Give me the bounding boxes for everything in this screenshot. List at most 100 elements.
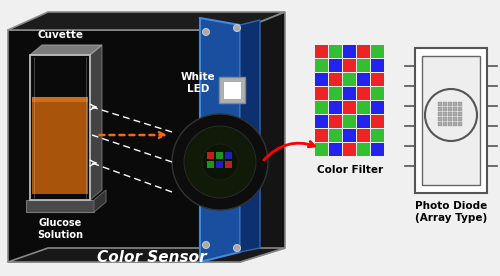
Bar xyxy=(453,122,457,126)
Bar xyxy=(26,200,94,212)
Text: Photo Diode
(Array Type): Photo Diode (Array Type) xyxy=(415,201,487,223)
Bar xyxy=(371,115,384,128)
Bar xyxy=(443,102,447,106)
Text: White
LED: White LED xyxy=(180,72,216,94)
Bar xyxy=(343,143,356,156)
Bar xyxy=(443,122,447,126)
Bar xyxy=(438,107,442,111)
Bar xyxy=(343,87,356,100)
Circle shape xyxy=(234,245,240,251)
Bar xyxy=(329,59,342,72)
Bar xyxy=(329,87,342,100)
Circle shape xyxy=(234,25,240,31)
Bar xyxy=(371,87,384,100)
Bar xyxy=(357,129,370,142)
Bar xyxy=(448,122,452,126)
Bar xyxy=(357,143,370,156)
Bar xyxy=(315,129,328,142)
Bar xyxy=(219,77,245,103)
Bar xyxy=(438,122,442,126)
Bar xyxy=(458,122,462,126)
Bar xyxy=(30,55,90,200)
Bar xyxy=(438,117,442,121)
Bar xyxy=(422,56,480,185)
Bar xyxy=(371,45,384,58)
Bar xyxy=(315,101,328,114)
Polygon shape xyxy=(8,12,285,30)
Bar xyxy=(443,112,447,116)
Bar xyxy=(216,161,222,168)
Circle shape xyxy=(184,126,256,198)
Bar xyxy=(206,152,214,158)
Bar xyxy=(329,129,342,142)
Bar xyxy=(357,59,370,72)
Bar xyxy=(357,115,370,128)
Bar xyxy=(315,143,328,156)
Bar xyxy=(315,45,328,58)
Bar xyxy=(453,112,457,116)
Bar xyxy=(458,107,462,111)
Bar xyxy=(357,73,370,86)
Polygon shape xyxy=(240,12,285,262)
Polygon shape xyxy=(8,30,240,262)
Bar xyxy=(438,112,442,116)
Bar xyxy=(329,73,342,86)
Bar xyxy=(329,101,342,114)
Text: Color Sensor: Color Sensor xyxy=(97,251,207,266)
Bar xyxy=(458,102,462,106)
Circle shape xyxy=(202,144,238,180)
Bar xyxy=(448,112,452,116)
Bar xyxy=(458,112,462,116)
Bar xyxy=(315,59,328,72)
Bar xyxy=(343,101,356,114)
Bar xyxy=(371,143,384,156)
Bar xyxy=(32,97,88,194)
Bar xyxy=(343,45,356,58)
Bar xyxy=(415,48,487,193)
Bar xyxy=(343,129,356,142)
Bar xyxy=(206,161,214,168)
Bar xyxy=(357,45,370,58)
Polygon shape xyxy=(30,45,102,55)
Bar xyxy=(315,115,328,128)
Bar xyxy=(315,87,328,100)
Bar xyxy=(443,107,447,111)
Text: Cuvette: Cuvette xyxy=(37,30,83,40)
Bar xyxy=(223,81,241,99)
Bar xyxy=(315,73,328,86)
Bar xyxy=(329,115,342,128)
Bar xyxy=(343,73,356,86)
Bar xyxy=(357,101,370,114)
Polygon shape xyxy=(240,20,260,252)
Bar xyxy=(329,143,342,156)
Bar xyxy=(371,73,384,86)
Bar xyxy=(357,87,370,100)
Bar xyxy=(216,152,222,158)
Bar xyxy=(453,117,457,121)
Bar xyxy=(343,115,356,128)
Bar xyxy=(443,117,447,121)
Circle shape xyxy=(172,114,268,210)
Text: Glucose
Solution: Glucose Solution xyxy=(37,218,83,240)
Bar xyxy=(343,59,356,72)
Bar xyxy=(224,152,232,158)
Polygon shape xyxy=(200,18,240,262)
Circle shape xyxy=(202,28,209,36)
Bar xyxy=(438,102,442,106)
Bar xyxy=(448,102,452,106)
Polygon shape xyxy=(90,45,102,200)
Circle shape xyxy=(202,242,209,248)
Bar xyxy=(329,45,342,58)
Bar xyxy=(371,59,384,72)
Bar xyxy=(371,101,384,114)
Bar xyxy=(32,97,88,102)
Bar xyxy=(458,117,462,121)
Bar xyxy=(371,129,384,142)
Text: Color Filter: Color Filter xyxy=(317,165,383,175)
Polygon shape xyxy=(94,190,106,212)
Bar xyxy=(224,161,232,168)
Bar xyxy=(453,107,457,111)
Polygon shape xyxy=(8,248,285,262)
Bar xyxy=(448,107,452,111)
Bar xyxy=(453,102,457,106)
